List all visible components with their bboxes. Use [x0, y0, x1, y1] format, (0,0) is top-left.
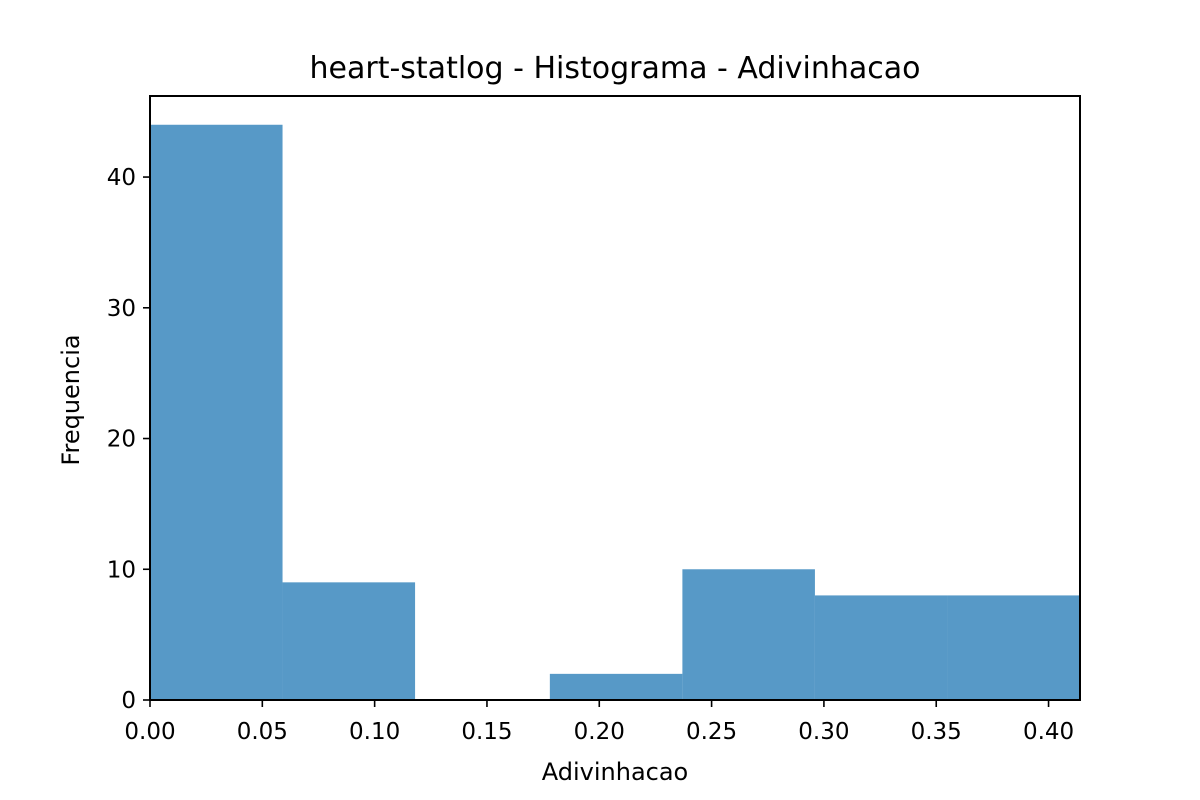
y-axis-ticks: 0 10 20 30 40: [107, 165, 150, 714]
x-tick-label-6: 0.30: [798, 719, 849, 745]
y-tick-label-4: 40: [107, 165, 136, 191]
x-tick-label-1: 0.05: [237, 719, 288, 745]
histogram-bar-3: [549, 673, 683, 700]
histogram-bar-6: [947, 595, 1080, 700]
x-tick-label-5: 0.25: [686, 719, 737, 745]
x-tick-label-3: 0.15: [461, 719, 512, 745]
histogram-bar-5: [814, 595, 948, 700]
x-tick-label-8: 0.40: [1023, 719, 1074, 745]
histogram-bar-1: [282, 582, 416, 700]
x-axis-ticks: 0.00 0.05 0.10 0.15 0.20 0.25 0.30 0.35 0.40: [124, 700, 1074, 745]
x-tick-label-4: 0.20: [574, 719, 625, 745]
y-tick-label-2: 20: [107, 427, 136, 453]
y-axis-label: Frequencia: [57, 334, 85, 465]
histogram-bar-4: [682, 569, 815, 700]
y-tick-label-1: 10: [107, 557, 136, 583]
x-axis-label: Adivinhacao: [542, 758, 688, 786]
x-tick-label-2: 0.10: [349, 719, 400, 745]
x-tick-label-7: 0.35: [911, 719, 962, 745]
bars-layer: [150, 124, 1080, 700]
y-tick-label-0: 0: [121, 688, 136, 714]
chart-title: heart-statlog - Histograma - Adivinhacao: [310, 51, 921, 86]
histogram-bar-0: [150, 124, 283, 700]
plot-frame: [149, 95, 1081, 701]
x-tick-label-0: 0.00: [124, 719, 175, 745]
y-tick-label-3: 30: [107, 296, 136, 322]
